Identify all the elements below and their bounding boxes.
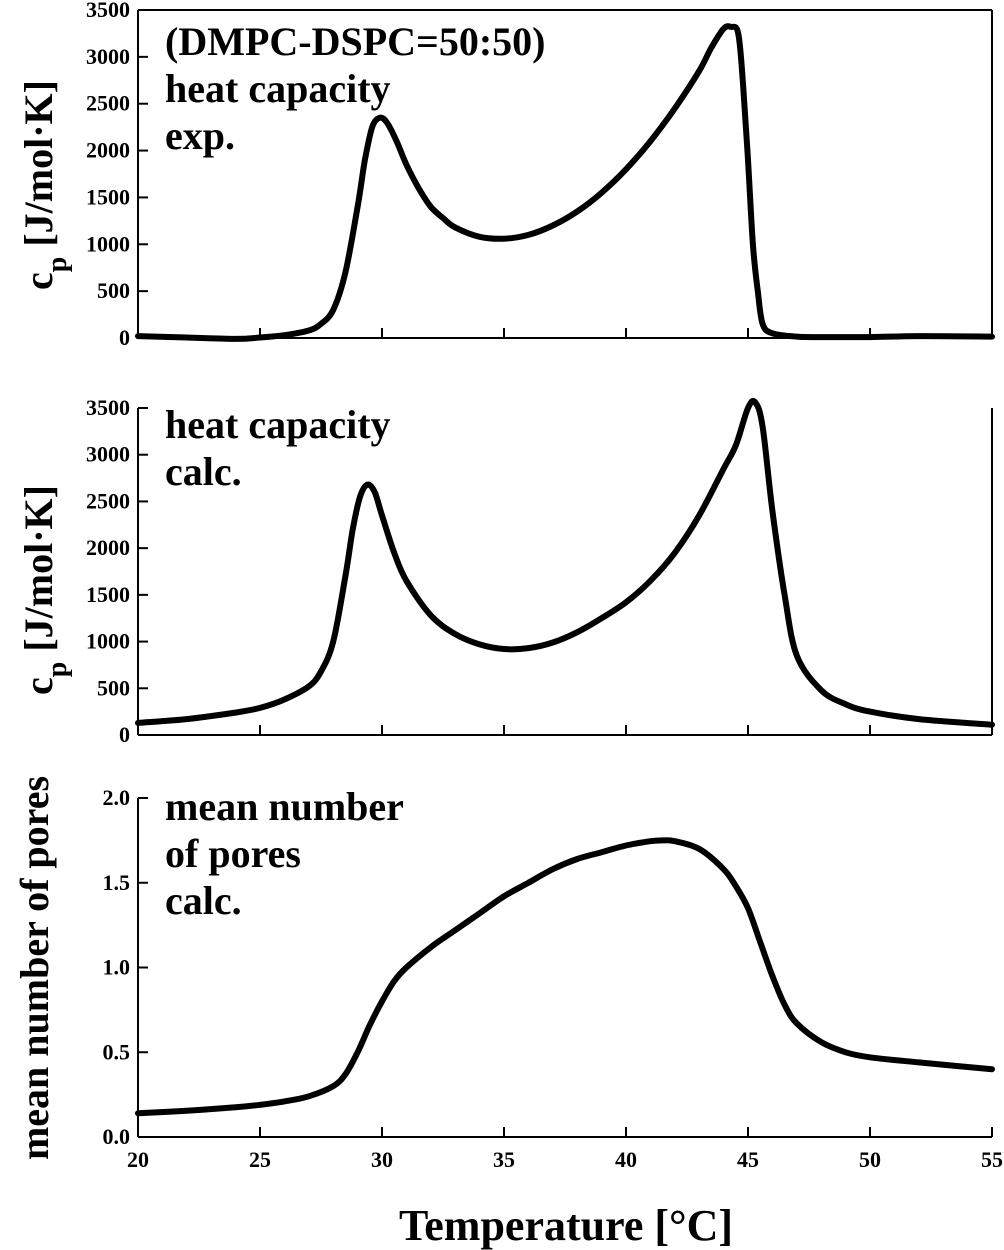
panel-mean-number-of-pores: 0.0 0.5 1.0 1.5 2.0 20 25 30 35 40 45 50 55 mean numb… xyxy=(103,784,1004,1172)
y-tick-label: 2500 xyxy=(86,91,130,116)
y-tick-label: 2.0 xyxy=(103,785,131,810)
y-tick-label: 0.5 xyxy=(103,1039,131,1064)
annotation-line: mean number xyxy=(165,784,404,829)
ylabel-top: cp [J/mol·K] xyxy=(16,80,73,290)
annotation-line: of pores xyxy=(165,831,301,876)
y-tick-label: 500 xyxy=(97,278,130,303)
annotation-line: calc. xyxy=(165,878,242,923)
ylabel-middle: cp [J/mol·K] xyxy=(16,485,73,695)
y-tick-label: 1500 xyxy=(86,184,130,209)
y-tick-label: 3000 xyxy=(86,442,130,467)
panel-heat-capacity-exp: 0 500 1000 1500 2000 2500 3000 3500 (DMPC-DSPC=5… xyxy=(86,0,995,350)
y-tick-label: 3000 xyxy=(86,44,130,69)
y-tick-label: 2000 xyxy=(86,138,130,163)
x-tick-label: 45 xyxy=(737,1147,759,1172)
x-tick-label: 20 xyxy=(127,1147,149,1172)
y-tick-label: 2000 xyxy=(86,535,130,560)
annotation-line: calc. xyxy=(165,449,242,494)
y-tick-label: 500 xyxy=(97,675,130,700)
y-tick-label: 0 xyxy=(119,722,130,747)
annotation-line: heat capacity xyxy=(165,402,391,447)
panel-heat-capacity-calc: 0 500 1000 1500 2000 2500 3000 3500 heat capacit… xyxy=(86,395,995,747)
x-tick-label: 50 xyxy=(859,1147,881,1172)
series-line xyxy=(135,837,995,1117)
y-tick-label: 1.0 xyxy=(103,955,131,980)
series-line xyxy=(135,397,995,728)
x-tick-label: 35 xyxy=(493,1147,515,1172)
x-tick-label: 40 xyxy=(615,1147,637,1172)
y-tick-label: 1500 xyxy=(86,582,130,607)
y-tick-label: 2500 xyxy=(86,488,130,513)
x-tick-label: 30 xyxy=(371,1147,393,1172)
y-tick-label: 1000 xyxy=(86,629,130,654)
ylabel-bottom: mean number of pores xyxy=(12,776,57,1160)
y-tick-label: 0.0 xyxy=(103,1124,131,1149)
series-line xyxy=(135,23,995,342)
annotation-line: heat capacity xyxy=(165,66,391,111)
y-tick-label: 3500 xyxy=(86,0,130,22)
y-tick-label: 3500 xyxy=(86,395,130,420)
y-tick-label: 0 xyxy=(119,325,130,350)
annotation-line: (DMPC-DSPC=50:50) xyxy=(165,19,546,64)
y-tick-label: 1000 xyxy=(86,231,130,256)
x-tick-label: 55 xyxy=(981,1147,1003,1172)
x-tick-label: 25 xyxy=(249,1147,271,1172)
xlabel: Temperature [°C] xyxy=(399,1201,733,1250)
annotation-line: exp. xyxy=(165,113,235,158)
y-tick-label: 1.5 xyxy=(103,870,131,895)
